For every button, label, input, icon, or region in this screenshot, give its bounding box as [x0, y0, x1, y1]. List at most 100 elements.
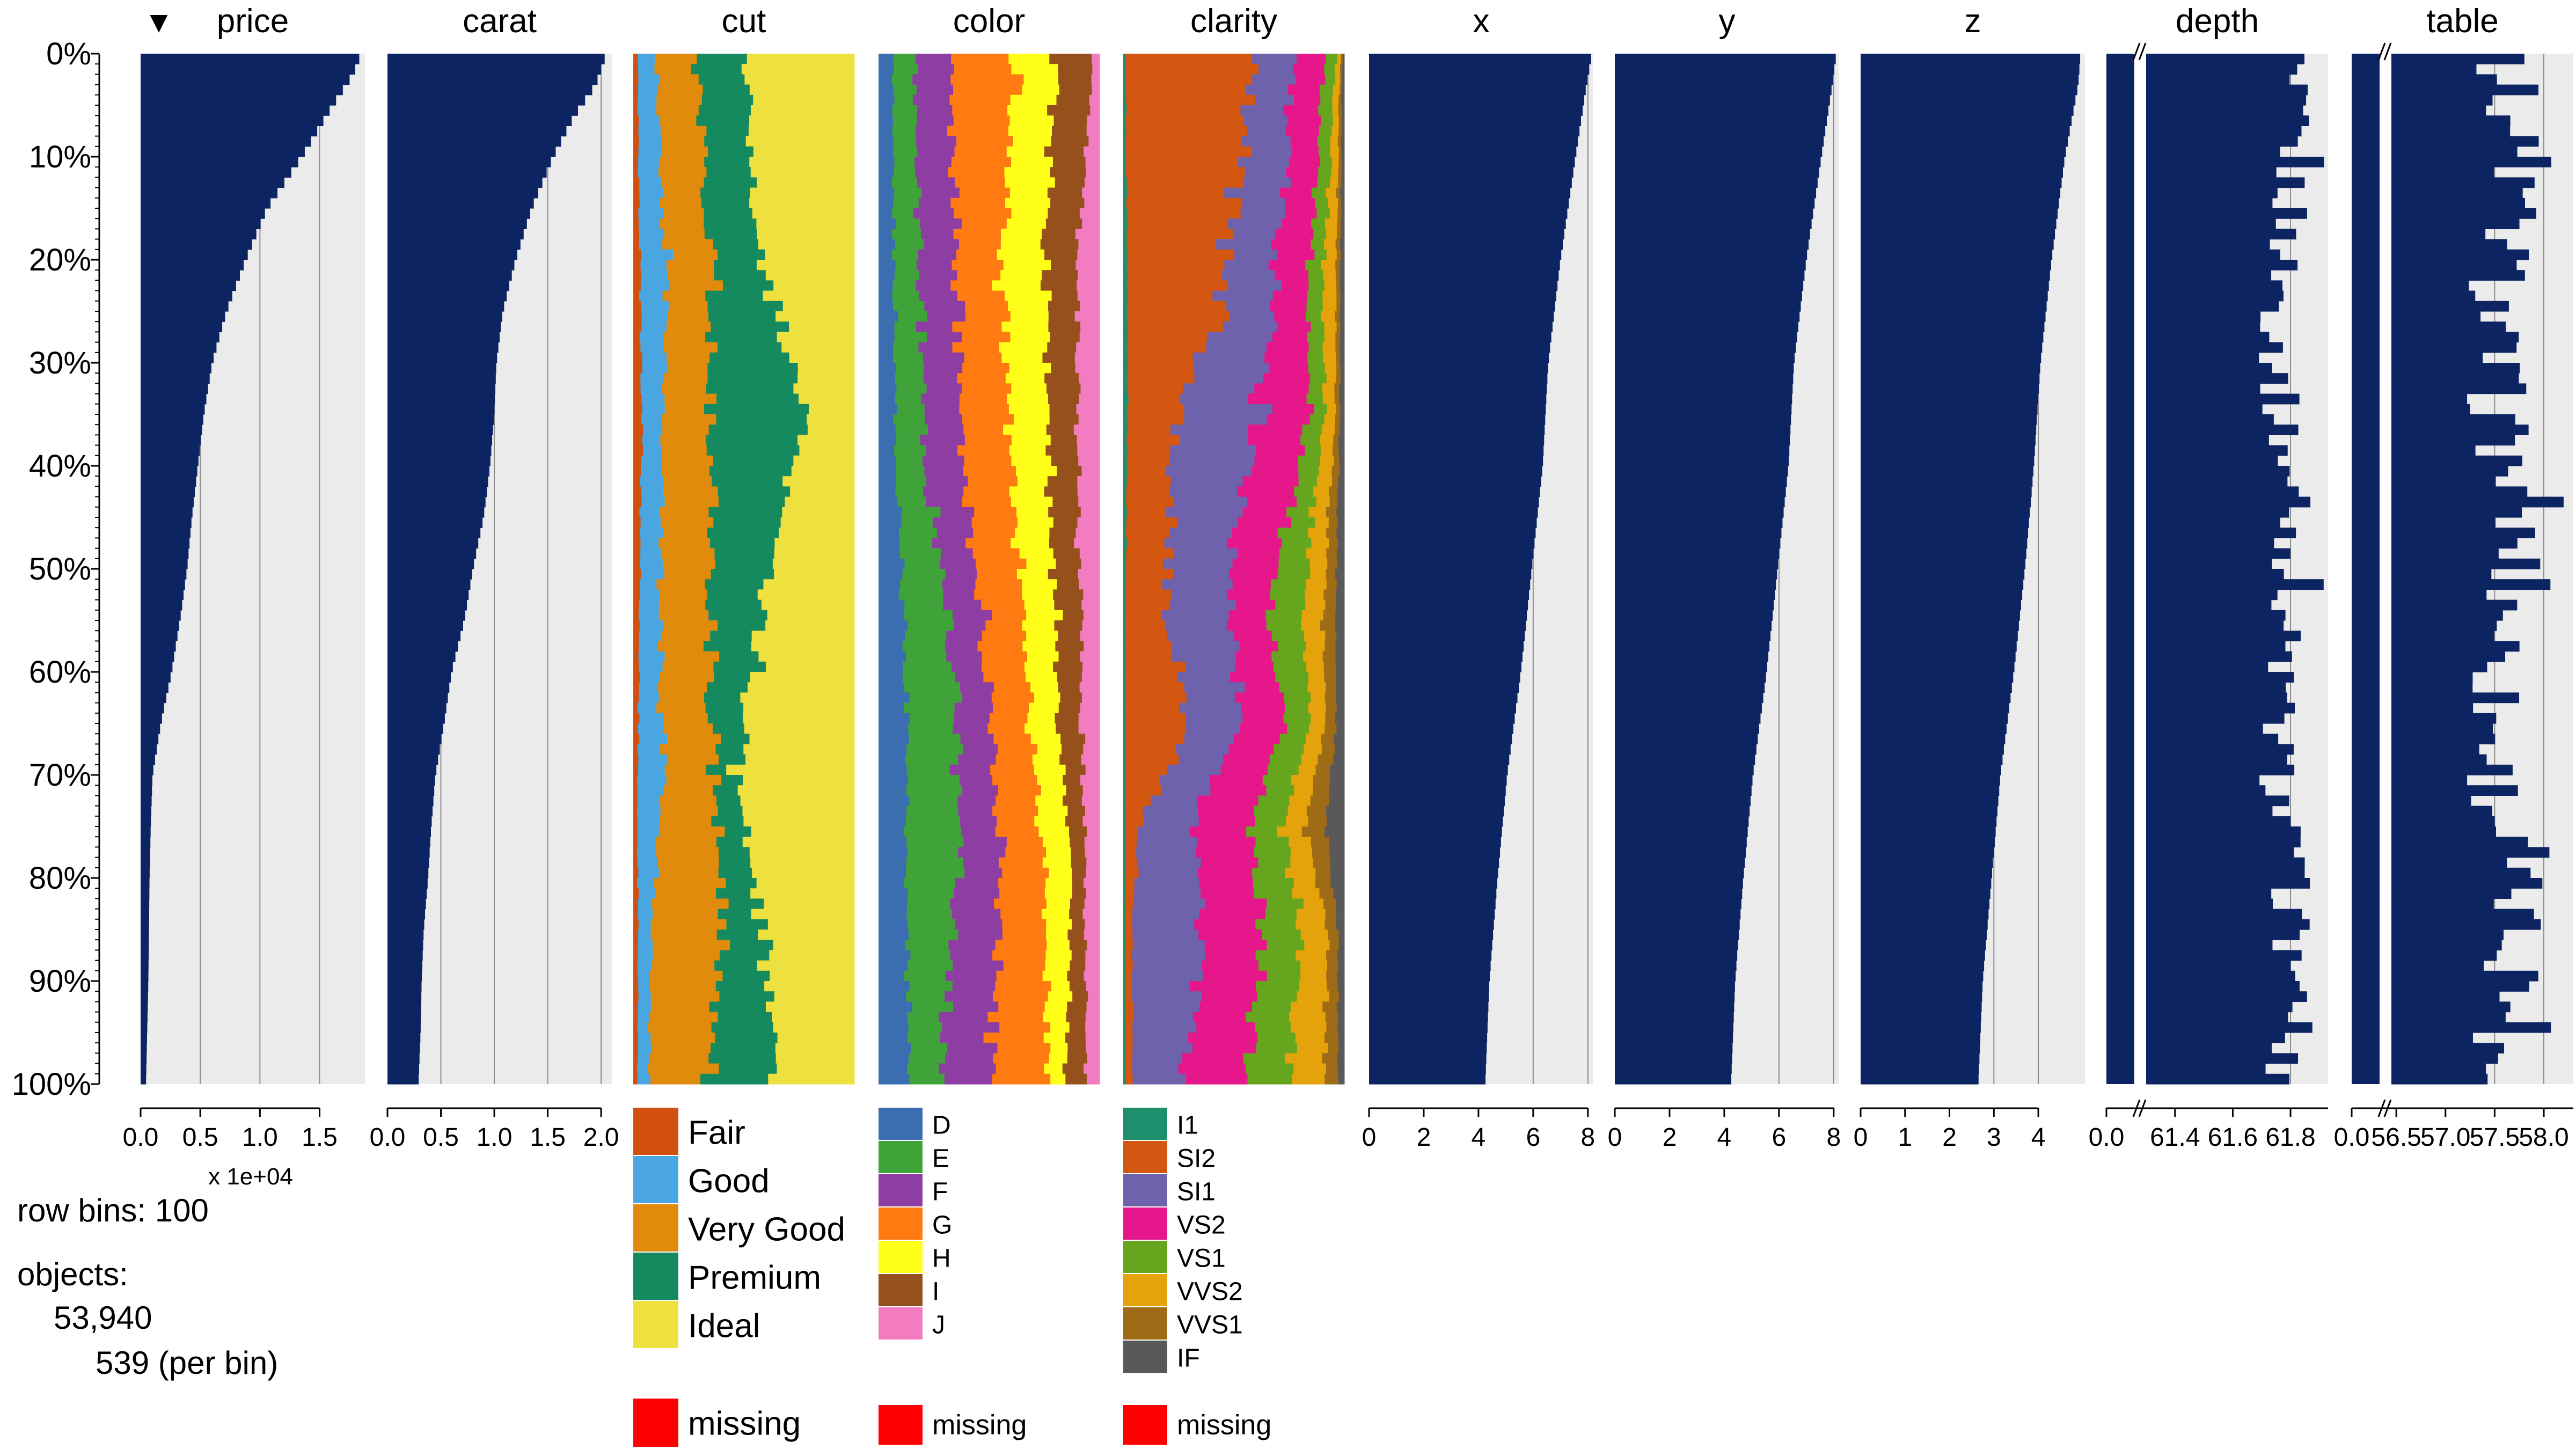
segment-clarity-VVS2 — [1301, 754, 1318, 765]
bar-x — [1369, 301, 1555, 312]
segment-cut-Very Good — [660, 126, 707, 137]
bar-table — [2391, 847, 2550, 858]
segment-color-D — [879, 466, 897, 477]
segment-color-J — [1077, 445, 1100, 456]
segment-clarity-SI1 — [1180, 435, 1248, 446]
segment-clarity-VVS2 — [1296, 950, 1327, 961]
segment-cut-Fair — [633, 950, 639, 961]
segment-clarity-VS1 — [1287, 723, 1309, 734]
segment-cut-Good — [641, 455, 662, 466]
segment-color-J — [1078, 239, 1100, 250]
segment-color-H — [1013, 414, 1050, 425]
bar-table — [2391, 229, 2486, 240]
segment-color-I — [1071, 857, 1087, 868]
bar-depth — [2146, 301, 2279, 312]
x-tick-label: 2.0 — [583, 1123, 619, 1152]
bar-y — [1615, 991, 1735, 1002]
segment-clarity-VVS2 — [1311, 538, 1329, 549]
segment-color-D — [879, 754, 906, 765]
segment-color-G — [951, 54, 1009, 64]
bar-y — [1615, 641, 1770, 652]
segment-clarity-SI2 — [1125, 1043, 1133, 1053]
segment-cut-Ideal — [774, 991, 855, 1002]
segment-cut-Ideal — [767, 610, 855, 621]
segment-clarity-I1 — [1123, 1022, 1126, 1033]
segment-clarity-VS2 — [1242, 507, 1287, 518]
bar-x — [1369, 599, 1528, 611]
segment-clarity-VVS2 — [1301, 620, 1321, 631]
segment-cut-Ideal — [751, 826, 855, 837]
segment-clarity-VS1 — [1305, 260, 1322, 270]
bar-y — [1615, 393, 1792, 405]
segment-color-E — [904, 970, 946, 982]
segment-clarity-IF — [1342, 74, 1345, 85]
segment-clarity-SI2 — [1128, 393, 1180, 405]
segment-clarity-VS2 — [1279, 187, 1312, 199]
segment-cut-Fair — [633, 548, 641, 559]
bar-carat — [387, 1043, 420, 1053]
bar-y — [1615, 373, 1794, 384]
segment-color-G — [965, 311, 1011, 322]
bar-price — [141, 64, 355, 75]
legend-label-H: H — [932, 1244, 951, 1272]
legend-swatch-VVS1 — [1123, 1307, 1167, 1340]
segment-clarity-VVS2 — [1307, 682, 1327, 693]
bar-price — [141, 105, 330, 116]
segment-clarity-VS1 — [1300, 435, 1321, 446]
segment-color-F — [927, 332, 963, 343]
objects-count: 53,940 — [54, 1300, 152, 1336]
segment-clarity-VS2 — [1235, 651, 1272, 662]
segment-clarity-IF — [1329, 764, 1345, 775]
segment-clarity-VS2 — [1210, 785, 1267, 796]
legend-label-Premium: Premium — [688, 1259, 821, 1296]
segment-color-D — [879, 702, 904, 714]
segment-color-I — [1065, 816, 1083, 827]
segment-cut-Ideal — [753, 146, 855, 157]
segment-color-F — [953, 1001, 999, 1013]
segment-color-E — [893, 54, 916, 64]
segment-clarity-VVS1 — [1321, 744, 1335, 755]
legend-swatch-VVS2 — [1123, 1274, 1167, 1306]
segment-color-I — [1058, 74, 1092, 85]
segment-color-I — [1063, 610, 1084, 621]
segment-color-H — [1010, 94, 1057, 106]
segment-color-D — [879, 496, 898, 508]
bar-x — [1369, 1063, 1486, 1074]
segment-clarity-SI2 — [1126, 1033, 1133, 1043]
segment-cut-Good — [637, 816, 660, 827]
bar-y — [1615, 1012, 1734, 1023]
segment-color-J — [1091, 74, 1100, 85]
segment-color-F — [920, 229, 954, 240]
segment-clarity-VVS1 — [1336, 373, 1341, 384]
segment-clarity-IF — [1336, 919, 1345, 930]
bar-z — [1861, 218, 2057, 229]
segment-color-H — [1042, 970, 1068, 982]
segment-clarity-I1 — [1123, 115, 1126, 126]
segment-color-G — [977, 569, 1018, 580]
legend-swatch-I1 — [1123, 1108, 1167, 1140]
segment-clarity-VS1 — [1270, 589, 1305, 601]
segment-color-D — [879, 847, 908, 858]
segment-cut-Good — [637, 857, 658, 868]
segment-cut-Fair — [633, 94, 638, 106]
bar-carat — [387, 651, 456, 662]
segment-cut-Fair — [633, 84, 639, 96]
segment-color-F — [915, 126, 948, 137]
bar-depth — [2146, 641, 2286, 652]
segment-clarity-VVS2 — [1331, 167, 1339, 178]
segment-cut-Good — [639, 631, 662, 641]
segment-color-I — [1048, 301, 1080, 312]
segment-cut-Premium — [719, 857, 751, 868]
segment-clarity-I1 — [1123, 342, 1128, 353]
segment-cut-Ideal — [752, 208, 855, 219]
bar-table — [2391, 723, 2493, 734]
segment-clarity-VVS1 — [1341, 54, 1343, 64]
segment-color-I — [1056, 723, 1079, 734]
segment-color-H — [1001, 352, 1043, 363]
segment-clarity-SI1 — [1134, 888, 1201, 899]
legend-swatch-E — [879, 1141, 923, 1173]
segment-clarity-I1 — [1123, 373, 1128, 384]
segment-clarity-SI1 — [1252, 146, 1292, 157]
segment-color-J — [1084, 197, 1100, 209]
segment-cut-Good — [641, 486, 663, 497]
